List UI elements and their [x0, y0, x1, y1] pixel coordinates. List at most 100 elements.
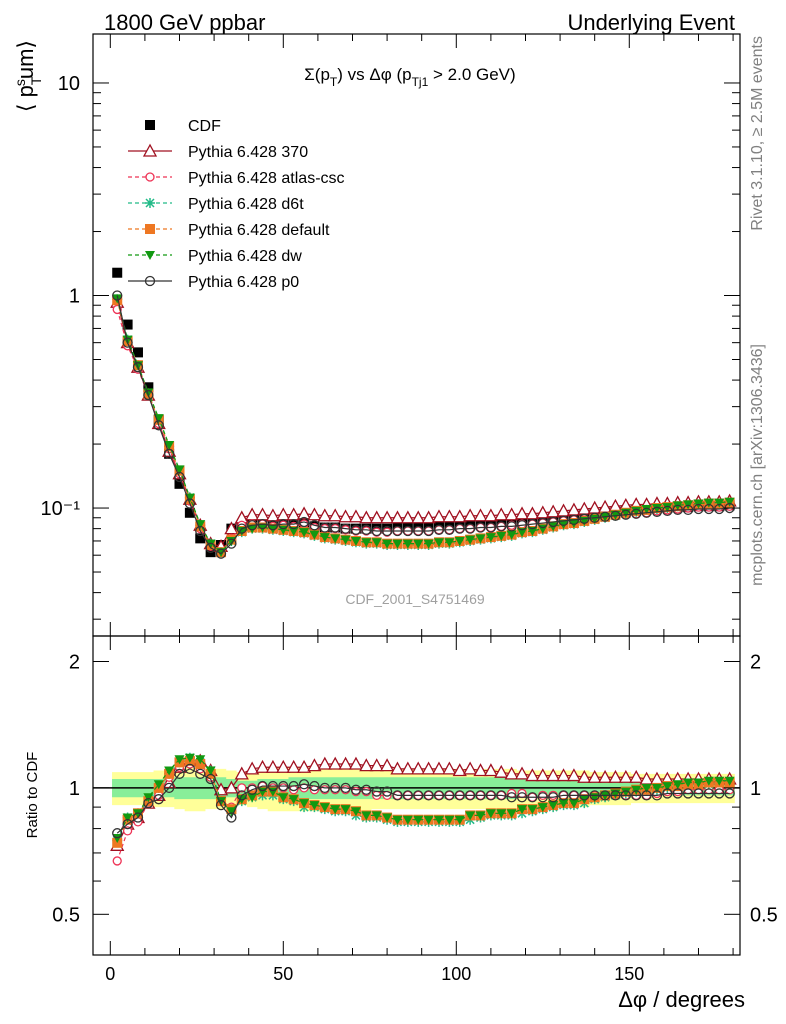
ratio-point [371, 786, 382, 797]
ratio-point [255, 759, 270, 773]
main-point [454, 536, 465, 546]
ratio-point [714, 776, 725, 786]
main-y-tick-label: 10 [58, 73, 80, 95]
ratio-point [247, 784, 258, 795]
main-point [328, 508, 343, 522]
ratio-point [330, 782, 341, 794]
main-point [390, 510, 405, 524]
ratio-point [174, 755, 185, 765]
ratio-y-tick-label-right: 1 [750, 778, 761, 800]
ratio-point [537, 792, 548, 803]
legend-marker [145, 172, 155, 182]
main-point [350, 536, 361, 546]
main-point [371, 538, 382, 548]
ratio-point [286, 759, 301, 773]
main-point [672, 504, 683, 516]
main-point [112, 267, 123, 278]
ratio-point [309, 801, 320, 811]
ratio-point [164, 766, 175, 776]
main-point [631, 506, 642, 516]
main-point [350, 524, 362, 535]
ratio-point [568, 790, 580, 801]
ratio-point [579, 790, 590, 801]
xlabel: Δφ / degrees [618, 987, 745, 1012]
main-point [442, 509, 457, 523]
main-point [359, 510, 374, 524]
ratio-point [226, 807, 237, 817]
main-point [338, 509, 353, 523]
ratio-point [195, 768, 206, 780]
ratio-point [278, 780, 289, 792]
ratio-point [245, 761, 260, 775]
ratio-point [610, 790, 621, 801]
main-series-line [116, 295, 730, 555]
ratio-point [423, 790, 434, 801]
main-point [485, 522, 497, 533]
ratio-point [195, 755, 206, 765]
main-point [340, 535, 351, 545]
main-point [444, 524, 455, 535]
ratio-point [122, 818, 133, 830]
ratio-series-0 [110, 753, 737, 851]
main-point [348, 509, 364, 523]
main-point [267, 520, 279, 531]
ratio-point [237, 783, 247, 793]
main-point [296, 506, 312, 520]
ratio-point [278, 793, 289, 803]
main-point [122, 337, 133, 348]
main-point [589, 512, 600, 523]
ratio-point [338, 756, 353, 770]
ratio-point [392, 815, 403, 825]
main-point [174, 471, 185, 483]
main-point [454, 523, 465, 534]
ratio-series-5 [112, 763, 735, 839]
ratio-point [400, 761, 415, 775]
ratio-point [620, 787, 631, 797]
ratio-point [319, 803, 330, 813]
main-point [132, 347, 143, 358]
main-plot-panel: 10⁻¹ 1 10 [41, 33, 741, 637]
ratio-point [672, 780, 683, 790]
legend-marker [145, 251, 155, 260]
ratio-point [608, 769, 623, 783]
ratio-point [296, 759, 312, 773]
ratio-point [413, 790, 424, 801]
ratio-point [724, 788, 735, 799]
main-point [537, 517, 548, 529]
main-point [682, 504, 694, 516]
ratio-point [215, 799, 227, 811]
ratio-point [496, 790, 507, 801]
ratio-point [288, 780, 299, 792]
legend-label: CDF [188, 118, 221, 135]
x-tick-label: 100 [441, 964, 471, 984]
main-point [226, 538, 237, 549]
ratio-point [629, 769, 644, 783]
main-point [517, 528, 528, 538]
ratio-point [371, 811, 382, 821]
ratio-point [473, 763, 488, 777]
ratio-point [307, 758, 322, 772]
ratio-point [423, 815, 434, 825]
ratio-point [143, 797, 154, 809]
ratio-point [330, 805, 341, 815]
ratio-point [651, 783, 662, 793]
ratio-point [381, 786, 393, 797]
ratio-point [444, 815, 455, 825]
energy-label: 1800 GeV ppbar [104, 10, 265, 35]
main-point [558, 515, 569, 527]
main-point [579, 513, 590, 524]
ratio-point [153, 794, 164, 805]
main-point [431, 509, 447, 523]
analysis-id: CDF_2001_S4751469 [345, 591, 485, 607]
ratio-point [494, 764, 509, 778]
main-point [247, 520, 258, 531]
main-point [514, 506, 530, 520]
main-point [452, 509, 467, 523]
ratio-point [558, 799, 569, 809]
main-point [444, 538, 455, 548]
legend-item: Pythia 6.428 370 [128, 143, 308, 161]
legend-marker [142, 143, 158, 157]
legend-item: Pythia 6.428 atlas-csc [128, 170, 345, 187]
main-point [475, 534, 486, 544]
ratio-point [516, 792, 528, 803]
